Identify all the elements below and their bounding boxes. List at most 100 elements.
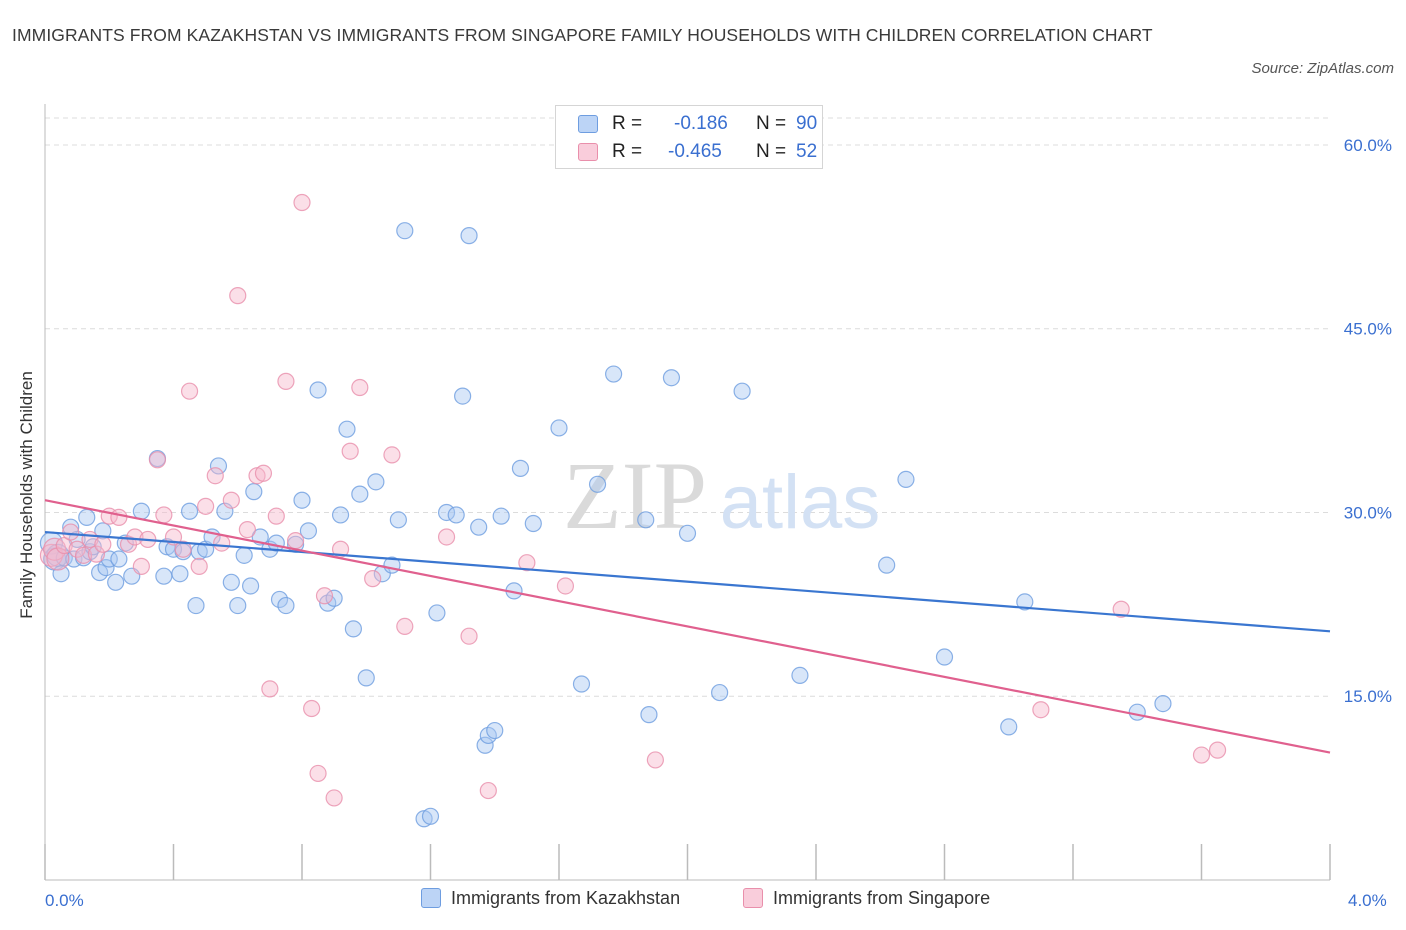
singapore-point — [190, 557, 208, 575]
bottom-legend-kazakhstan: Immigrants from Kazakhstan — [421, 888, 680, 909]
legend-r-label: R = — [612, 141, 643, 162]
singapore-point — [87, 545, 106, 563]
singapore-point — [315, 587, 334, 605]
kazakhstan-point — [222, 573, 240, 591]
kazakhstan-point — [277, 596, 295, 615]
singapore-point — [222, 491, 240, 509]
singapore-point — [254, 464, 273, 482]
kazakhstan-point — [640, 706, 658, 724]
singapore-point — [197, 497, 215, 515]
kazakhstan-point — [389, 511, 407, 529]
kazakhstan-point — [132, 502, 150, 520]
kazakhstan-point — [878, 556, 896, 574]
singapore-point — [518, 554, 536, 572]
kazakhstan-point — [107, 573, 125, 591]
singapore-point — [126, 528, 144, 546]
singapore-point — [309, 764, 327, 783]
kazakhstan-point — [935, 648, 954, 666]
axes — [44, 104, 1331, 881]
singapore-point — [351, 378, 369, 397]
bottom-legend-label-kazakhstan: Immigrants from Kazakhstan — [451, 888, 681, 908]
kazakhstan-point — [1128, 703, 1146, 721]
kazakhstan-point — [229, 596, 247, 615]
singapore-point — [325, 789, 343, 807]
singapore-point — [213, 534, 231, 552]
kazakhstan-point — [180, 502, 199, 520]
kazakhstan-point — [1016, 593, 1034, 611]
singapore-point — [646, 751, 664, 769]
legend-swatch-kazakhstan — [578, 115, 598, 133]
singapore-point — [1112, 600, 1130, 618]
kazakhstan-point — [447, 506, 465, 524]
kazakhstan-point — [476, 736, 494, 754]
singapore-point — [132, 557, 150, 575]
singapore-point — [267, 507, 285, 525]
kazakhstan-point — [171, 565, 189, 583]
kazakhstan-point — [100, 550, 118, 568]
kazakhstan-point — [331, 506, 350, 524]
chart-title: IMMIGRANTS FROM KAZAKHSTAN VS IMMIGRANTS… — [12, 25, 1153, 45]
singapore-point — [341, 442, 359, 460]
kazakhstan-point — [428, 604, 446, 622]
kazakhstan-point — [357, 669, 375, 687]
singapore-point — [148, 451, 167, 469]
singapore-point — [68, 540, 86, 558]
singapore-point — [396, 617, 414, 636]
singapore-point — [277, 372, 295, 390]
kazakhstan-point — [293, 491, 311, 509]
y-tick-label: 45.0% — [1344, 320, 1392, 339]
watermark-zip: ZIP — [563, 442, 707, 549]
kazakhstan-point — [678, 524, 697, 542]
bottom-legend-singapore: Immigrants from Singapore — [743, 888, 990, 909]
legend-n-label: N = — [756, 141, 787, 162]
kazakhstan-point — [662, 369, 681, 387]
bottom-legend-swatch-singapore — [743, 888, 763, 908]
kazakhstan-point — [454, 387, 472, 405]
kazakhstan-point — [421, 807, 440, 825]
kazakhstan-point — [588, 475, 607, 493]
singapore-point — [110, 508, 128, 526]
legend-r-value: -0.186 — [674, 113, 728, 134]
kazakhstan-point — [235, 546, 253, 564]
y-tick-label: 15.0% — [1344, 687, 1392, 706]
kazakhstan-point — [78, 508, 96, 526]
legend-n-value: 52 — [796, 141, 818, 162]
singapore-point — [383, 446, 401, 464]
legend-n-value: 90 — [796, 113, 818, 134]
legend-r-label: R = — [612, 113, 643, 134]
kazakhstan-point — [396, 222, 414, 240]
bottom-legend-label-singapore: Immigrants from Singapore — [773, 888, 991, 908]
singapore-point — [1208, 741, 1227, 759]
kazakhstan-point — [511, 459, 530, 477]
singapore-point — [155, 506, 173, 524]
kazakhstan-point — [733, 382, 751, 400]
chart-source: Source: ZipAtlas.com — [1251, 60, 1394, 77]
singapore-point — [94, 535, 112, 553]
kazakhstan-point — [470, 518, 488, 536]
bottom-legend-swatch-kazakhstan — [421, 888, 441, 908]
kazakhstan-point — [637, 511, 655, 529]
singapore-point — [437, 528, 456, 546]
kazakhstan-point — [309, 381, 327, 399]
y-tick-label: 60.0% — [1344, 136, 1392, 155]
kazakhstan-trend-line — [44, 530, 1331, 633]
kazakhstan-point — [187, 596, 205, 615]
x-tick-max: 4.0% — [1348, 891, 1387, 910]
y-tick-labels: 15.0% 30.0% 45.0% 60.0% — [1344, 136, 1392, 706]
legend-n-label: N = — [756, 113, 787, 134]
kazakhstan-point — [351, 485, 369, 503]
singapore-point — [238, 521, 256, 539]
kazakhstan-point — [245, 483, 263, 501]
watermark-atlas: atlas — [720, 460, 881, 545]
kazakhstan-point — [897, 470, 915, 488]
singapore-point — [479, 781, 497, 800]
kazakhstan-point — [492, 507, 510, 525]
kazakhstan-point — [209, 457, 228, 475]
singapore-point — [180, 382, 199, 400]
kazakhstan-point — [711, 683, 729, 702]
kazakhstan-point — [550, 419, 568, 437]
kazakhstan-point — [1154, 694, 1172, 713]
singapore-point — [74, 546, 93, 564]
kazakhstan-point — [524, 514, 542, 533]
kazakhstan-point — [110, 550, 128, 568]
